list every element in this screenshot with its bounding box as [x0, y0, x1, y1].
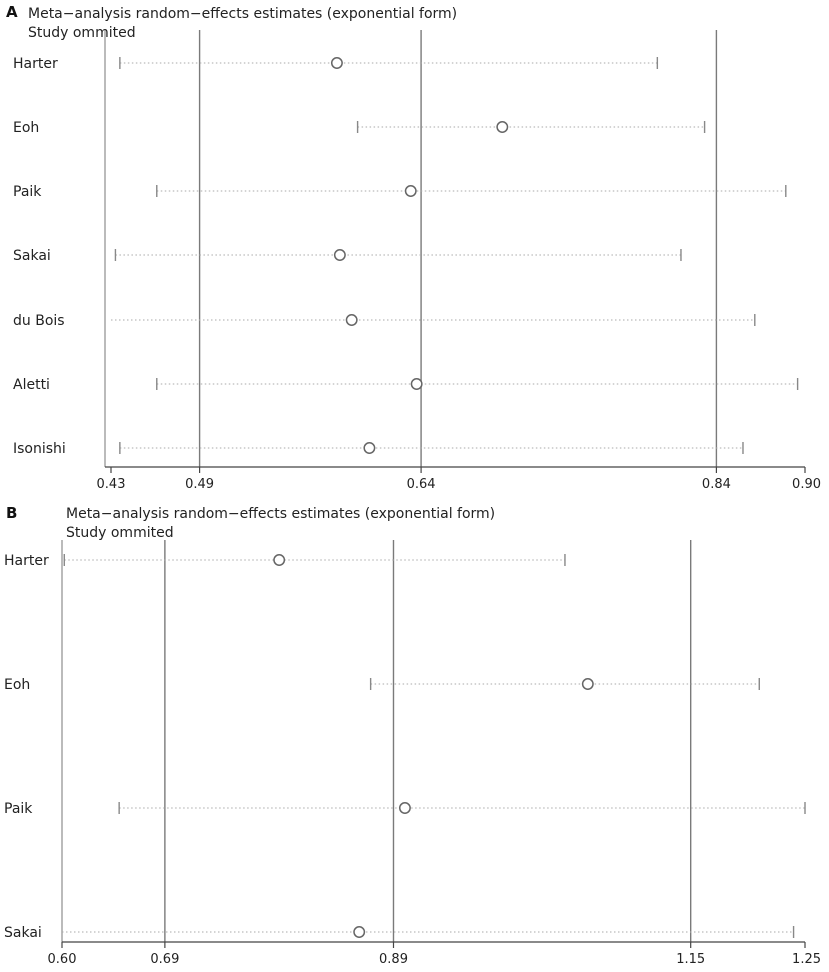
study-label: Eoh: [13, 120, 39, 136]
chart-subtitle: Study ommited: [66, 525, 174, 541]
study-label: Eoh: [4, 677, 30, 693]
study-row: Harter: [13, 56, 659, 72]
x-tick-label: 0.60: [48, 952, 77, 967]
point-estimate: [333, 249, 346, 261]
x-tick-label: 1.15: [676, 952, 705, 967]
x-tick-label: 0.90: [792, 477, 821, 492]
study-label: Sakai: [4, 925, 42, 941]
study-row: Paik: [13, 184, 787, 200]
x-tick-label: 0.84: [702, 477, 731, 492]
chart-title: Meta−analysis random−effects estimates (…: [28, 6, 457, 22]
point-estimate: [273, 554, 286, 566]
study-row: Isonishi: [13, 441, 744, 457]
panel-a: A Meta−analysis random−effects estimates …: [6, 3, 821, 492]
study-label: Sakai: [13, 248, 51, 264]
x-tick-label: 0.43: [97, 477, 126, 492]
point-estimate: [330, 57, 343, 69]
point-estimate: [353, 926, 366, 938]
study-row: Aletti: [13, 377, 799, 393]
study-row: Sakai: [4, 925, 795, 941]
study-label: Isonishi: [13, 441, 66, 457]
panel-letter: A: [6, 3, 18, 21]
study-row: Harter: [4, 553, 566, 569]
point-estimate: [581, 678, 594, 690]
study-label: Aletti: [13, 377, 50, 393]
study-label: Harter: [13, 56, 58, 72]
chart-subtitle: Study ommited: [28, 25, 136, 41]
study-row: Eoh: [4, 677, 760, 693]
x-tick-label: 1.25: [792, 952, 821, 967]
panel-letter: B: [6, 504, 17, 522]
chart-title: Meta−analysis random−effects estimates (…: [66, 506, 495, 522]
x-tick-label: 0.69: [150, 952, 179, 967]
panel-b: B Meta−analysis random−effects estimates …: [4, 504, 821, 967]
x-tick-label: 0.64: [407, 477, 436, 492]
x-tick-label: 0.49: [185, 477, 214, 492]
study-label: du Bois: [13, 313, 65, 329]
point-estimate: [410, 378, 423, 390]
x-tick-label: 0.89: [379, 952, 408, 967]
study-label: Paik: [13, 184, 42, 200]
point-estimate: [363, 442, 376, 454]
study-row: Sakai: [13, 248, 682, 264]
study-row: Eoh: [13, 120, 706, 136]
study-row: Paik: [4, 801, 806, 817]
study-label: Paik: [4, 801, 33, 817]
point-estimate: [345, 314, 358, 326]
study-row: du Bois: [13, 313, 756, 329]
point-estimate: [398, 802, 411, 814]
point-estimate: [404, 185, 417, 197]
study-label: Harter: [4, 553, 49, 569]
point-estimate: [496, 121, 509, 133]
